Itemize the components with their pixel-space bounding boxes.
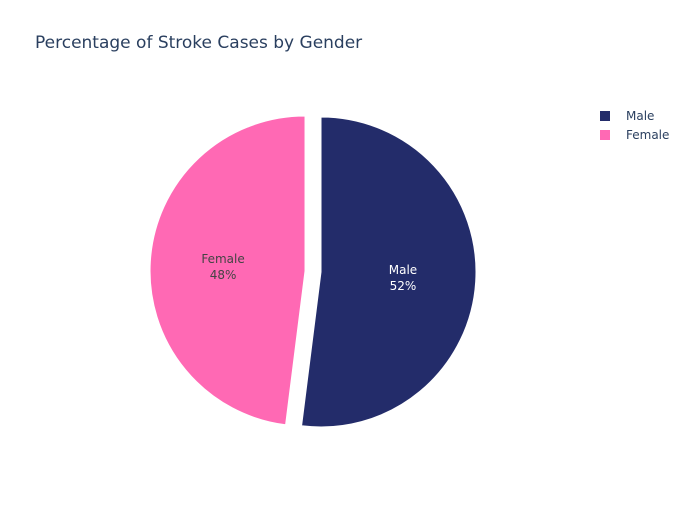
legend-swatch-male: [600, 110, 610, 121]
legend-item-male[interactable]: Male: [600, 106, 669, 125]
legend-item-female[interactable]: Female: [600, 125, 669, 144]
slice-label-female: Female 48%: [201, 252, 244, 282]
legend-swatch-female: [600, 129, 610, 140]
legend-label-female: Female: [626, 127, 670, 142]
chart-title: Percentage of Stroke Cases by Gender: [35, 33, 363, 53]
slice-label-male: Male 52%: [389, 263, 417, 293]
pie-slice-male[interactable]: [301, 116, 477, 428]
pie-slice-female[interactable]: [149, 115, 306, 426]
legend-label-male: Male: [626, 108, 655, 123]
legend: Male Female: [600, 106, 669, 144]
